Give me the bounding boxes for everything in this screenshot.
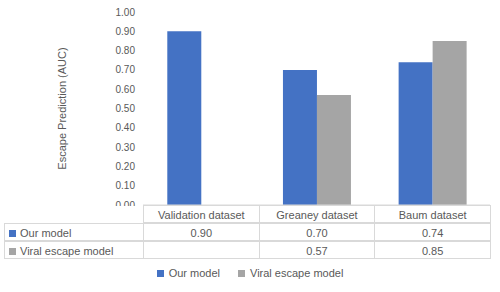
html-text:Baum dataset: Baum dataset: [398, 209, 467, 221]
html-text:0.90: 0.90: [190, 227, 212, 239]
html-text:Our model: Our model: [20, 227, 72, 239]
svg-text:0.60: 0.60: [116, 84, 136, 95]
svg-text:0.00: 0.00: [116, 200, 136, 206]
svg-text:0.50: 0.50: [116, 103, 136, 114]
html-text:Viral escape model: Viral escape model: [250, 267, 344, 279]
html-text:Viral escape model: Viral escape model: [20, 245, 114, 257]
svg-text:0.10: 0.10: [116, 180, 136, 191]
svg-text:0.70: 0.70: [116, 64, 136, 75]
svg-text:0.90: 0.90: [116, 26, 136, 37]
html-text:Validation dataset: Validation dataset: [158, 209, 245, 221]
html-text:0.57: 0.57: [306, 245, 328, 257]
svg-text:0.40: 0.40: [116, 122, 136, 133]
html-text:0.70: 0.70: [306, 227, 328, 239]
svg-text:0.30: 0.30: [116, 142, 136, 153]
html-text:Our model: Our model: [168, 267, 220, 279]
html-text:0.74: 0.74: [421, 227, 444, 239]
svg-text:0.80: 0.80: [116, 45, 136, 56]
html-text:0.85: 0.85: [421, 245, 444, 257]
svg-text:1.00: 1.00: [116, 7, 136, 18]
svg-text:Escape Prediction (AUC): Escape Prediction (AUC): [56, 47, 68, 169]
svg-text:0.20: 0.20: [116, 161, 136, 172]
html-text:Greaney dataset: Greaney dataset: [276, 209, 358, 221]
